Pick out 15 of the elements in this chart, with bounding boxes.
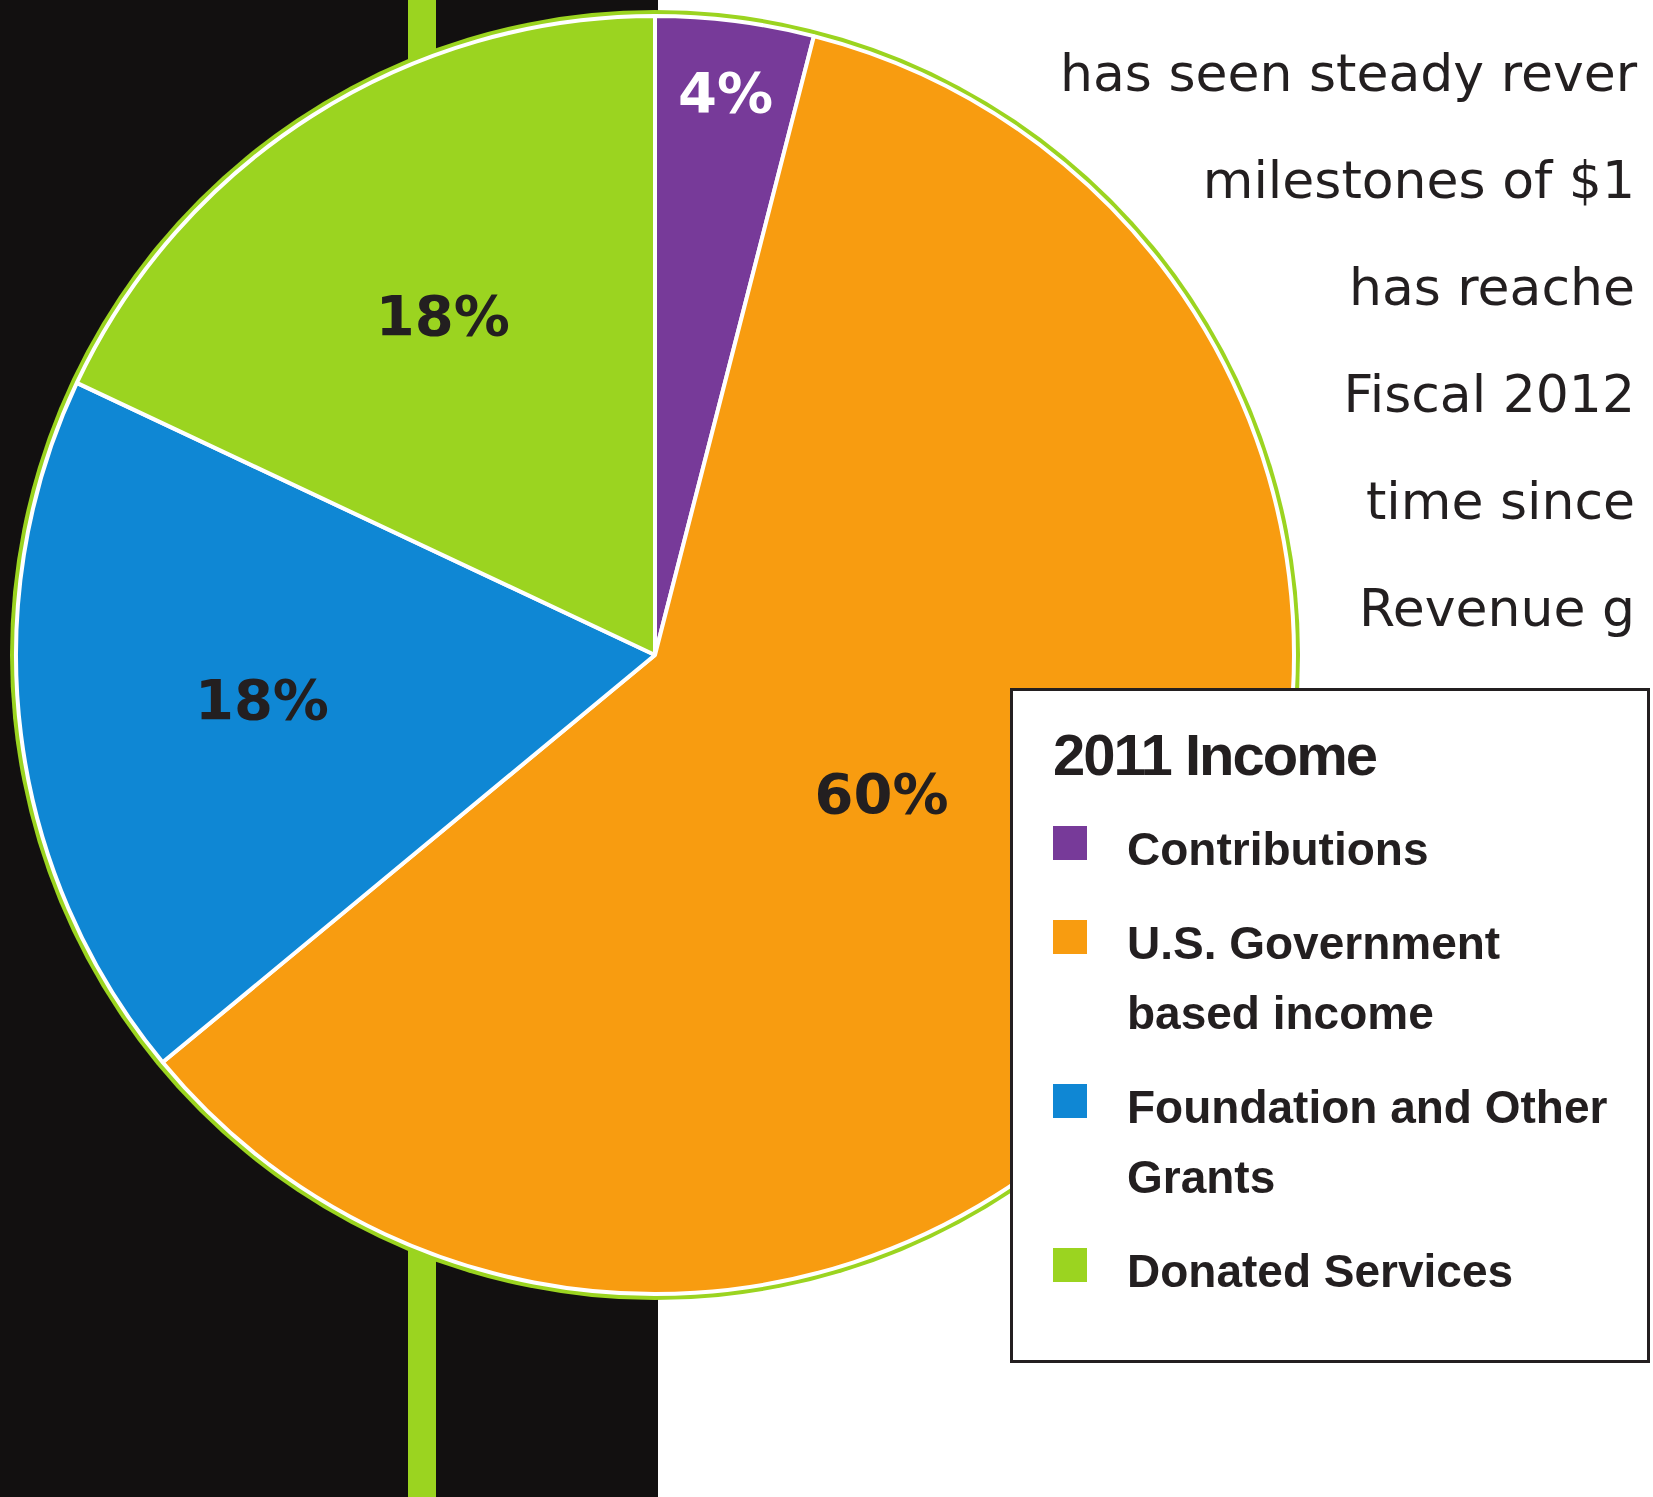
data-label: 18%	[375, 283, 510, 349]
text: Fiscal 2012	[1342, 363, 1635, 426]
text: has seen steady rever	[1060, 42, 1638, 105]
text: time since	[1364, 470, 1635, 533]
data-label: 60%	[814, 761, 949, 827]
legend-label: Foundation and Other Grants	[1127, 1080, 1609, 1205]
legend-label: U.S. Government based income	[1127, 916, 1502, 1041]
text: has reache	[1347, 256, 1635, 319]
data-label: 4%	[677, 59, 774, 125]
legend-label: Contributions	[1127, 822, 1430, 877]
text: Revenue g	[1358, 577, 1635, 640]
legend-title: 2011 Income	[1053, 721, 1377, 788]
legend-label: Donated Services	[1127, 1244, 1515, 1299]
data-label: 18%	[194, 667, 329, 733]
text: milestones of $1	[1201, 149, 1635, 212]
